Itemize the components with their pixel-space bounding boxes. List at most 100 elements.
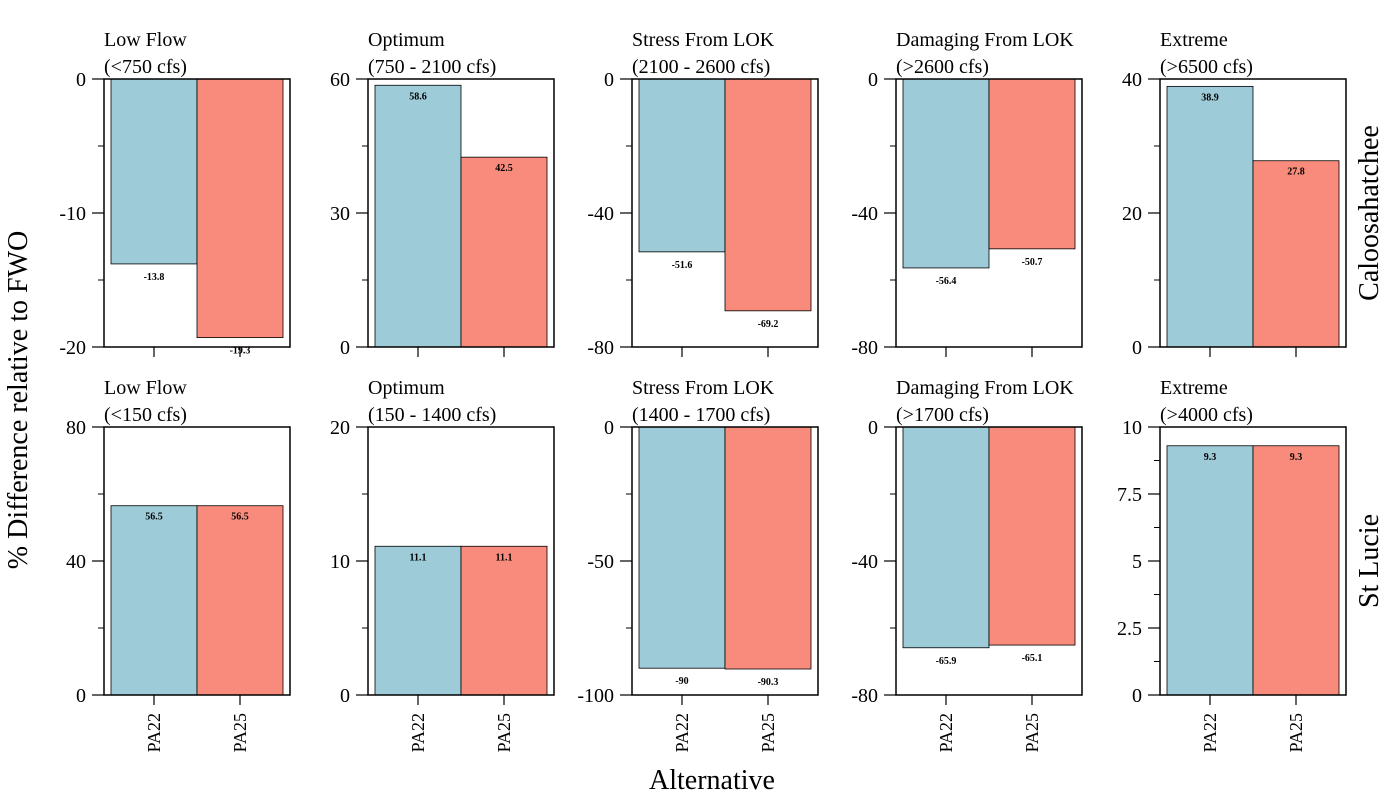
x-tick-label: PA25 bbox=[494, 713, 514, 752]
y-tick-label: 0 bbox=[76, 69, 86, 91]
panel-subtitle: (750 - 2100 cfs) bbox=[368, 56, 496, 78]
x-tick-label: PA25 bbox=[1286, 713, 1306, 752]
data-label: 9.3 bbox=[1204, 452, 1217, 463]
data-label: 11.1 bbox=[496, 552, 513, 563]
panel-subtitle: (>6500 cfs) bbox=[1160, 56, 1253, 78]
data-label: 56.5 bbox=[145, 512, 163, 523]
data-label: -65.1 bbox=[1022, 653, 1043, 664]
y-tick-label: 0 bbox=[76, 685, 86, 707]
bar-pa25 bbox=[988, 78, 1076, 250]
y-tick-label: -40 bbox=[851, 203, 878, 225]
panel-subtitle: (<150 cfs) bbox=[104, 404, 187, 426]
row-label-st-lucie: St Lucie bbox=[1354, 514, 1385, 608]
y-tick-label: 40 bbox=[1122, 69, 1142, 91]
panel-subtitle: (>4000 cfs) bbox=[1160, 404, 1253, 426]
panel-title: Low Flow bbox=[104, 377, 187, 399]
y-tick-label: 0 bbox=[604, 417, 614, 439]
panel-0-2: -51.6 -69.2 0 -40 -80 Stress From LOK (2100 - … bbox=[587, 29, 819, 359]
bar-pa22 bbox=[110, 78, 198, 265]
data-label: 42.5 bbox=[495, 163, 513, 174]
panel-0-4: 38.9 27.8 40 20 0 Extreme (>6500 cfs) bbox=[1122, 29, 1347, 359]
y-tick-label: 7.5 bbox=[1117, 484, 1142, 506]
data-label: 11.1 bbox=[410, 552, 427, 563]
y-tick-label: 0 bbox=[604, 69, 614, 91]
y-axis-label: % Difference relative to FWO bbox=[3, 231, 34, 569]
y-tick-label: 0 bbox=[868, 417, 878, 439]
panel-0-3: -56.4 -50.7 0 -40 -80 Damaging From LOK (>2600… bbox=[851, 29, 1083, 359]
y-tick-label: -100 bbox=[577, 685, 614, 707]
y-tick-label: 2.5 bbox=[1117, 618, 1142, 640]
bar-pa25 bbox=[1252, 445, 1340, 696]
bar-pa22 bbox=[902, 426, 990, 649]
bar-pa22 bbox=[110, 505, 198, 696]
panel-subtitle: (<750 cfs) bbox=[104, 56, 187, 78]
x-tick-label: PA22 bbox=[1200, 713, 1220, 752]
panel-title: Low Flow bbox=[104, 29, 187, 51]
panel-subtitle: (1400 - 1700 cfs) bbox=[632, 404, 770, 426]
y-tick-label: 40 bbox=[66, 551, 86, 573]
data-label: -69.2 bbox=[758, 319, 779, 330]
panel-0-1: 58.6 42.5 60 30 0 Optimum (750 - 2100 cfs) bbox=[330, 29, 555, 359]
data-label: -13.8 bbox=[144, 272, 165, 283]
x-axis-label: Alternative bbox=[649, 765, 775, 796]
data-label: -50.7 bbox=[1022, 257, 1043, 268]
panel-1-0: 56.5 56.5 80 40 0 PA22 PA25 Low Flow (<150 cfs) bbox=[66, 377, 291, 752]
y-tick-label: 20 bbox=[1122, 203, 1142, 225]
panel-1-1: 11.1 11.1 20 10 0 PA22 PA25 Optimum (150 - 1400 … bbox=[330, 377, 555, 752]
panel-1-2: -90 -90.3 0 -50 -100 PA22 PA25 Stress From LOK (… bbox=[577, 377, 819, 752]
data-label: -51.6 bbox=[672, 260, 693, 271]
panel-subtitle: (150 - 1400 cfs) bbox=[368, 404, 496, 426]
panel-title: Optimum bbox=[368, 377, 445, 399]
x-tick-label: PA25 bbox=[1022, 713, 1042, 752]
bar-pa25 bbox=[1252, 160, 1340, 348]
bar-pa22 bbox=[374, 84, 462, 348]
y-tick-label: -40 bbox=[587, 203, 614, 225]
data-label: 9.3 bbox=[1290, 452, 1303, 463]
panel-1-4: 9.3 9.3 10 7.5 5 2.5 0 PA22 PA25 Extreme (>4000 cf… bbox=[1117, 377, 1347, 752]
y-tick-label: 0 bbox=[868, 69, 878, 91]
y-tick-label: 20 bbox=[330, 417, 350, 439]
panel-subtitle: (>1700 cfs) bbox=[896, 404, 989, 426]
data-label: 58.6 bbox=[409, 91, 427, 102]
bar-pa25 bbox=[196, 78, 284, 339]
y-tick-label: 80 bbox=[66, 417, 86, 439]
panel-title: Stress From LOK bbox=[632, 377, 775, 399]
y-tick-label: -80 bbox=[851, 337, 878, 359]
bar-pa25 bbox=[988, 426, 1076, 646]
bar-pa22 bbox=[902, 78, 990, 269]
panel-subtitle: (>2600 cfs) bbox=[896, 56, 989, 78]
bar-pa22 bbox=[1166, 85, 1254, 348]
x-tick-label: PA25 bbox=[230, 713, 250, 752]
bar-pa25 bbox=[460, 156, 548, 348]
bar-pa22 bbox=[638, 78, 726, 253]
bar-pa25 bbox=[724, 426, 812, 670]
bar-pa22 bbox=[1166, 445, 1254, 696]
data-label: -90.3 bbox=[758, 677, 779, 688]
y-tick-label: -20 bbox=[59, 337, 86, 359]
x-tick-label: PA25 bbox=[758, 713, 778, 752]
row-label-caloosahatchee: Caloosahatchee bbox=[1354, 125, 1385, 301]
y-tick-label: -50 bbox=[587, 551, 614, 573]
data-label: -90 bbox=[675, 676, 688, 687]
panel-subtitle: (2100 - 2600 cfs) bbox=[632, 56, 770, 78]
panel-title: Stress From LOK bbox=[632, 29, 775, 51]
y-tick-label: 0 bbox=[340, 685, 350, 707]
panel-title: Optimum bbox=[368, 29, 445, 51]
data-label: 56.5 bbox=[231, 512, 249, 523]
y-tick-label: 0 bbox=[1132, 337, 1142, 359]
y-tick-label: 0 bbox=[340, 337, 350, 359]
y-tick-label: -10 bbox=[59, 203, 86, 225]
panel-1-3: -65.9 -65.1 0 -40 -80 PA22 PA25 Damaging From L… bbox=[851, 377, 1083, 752]
y-tick-label: 0 bbox=[1132, 685, 1142, 707]
data-label: 27.8 bbox=[1287, 167, 1305, 178]
y-tick-label: 10 bbox=[1122, 417, 1142, 439]
bar-pa25 bbox=[460, 545, 548, 696]
bar-pa22 bbox=[374, 545, 462, 696]
data-label: -65.9 bbox=[936, 656, 957, 667]
data-label: 38.9 bbox=[1201, 92, 1219, 103]
y-tick-label: -40 bbox=[851, 551, 878, 573]
